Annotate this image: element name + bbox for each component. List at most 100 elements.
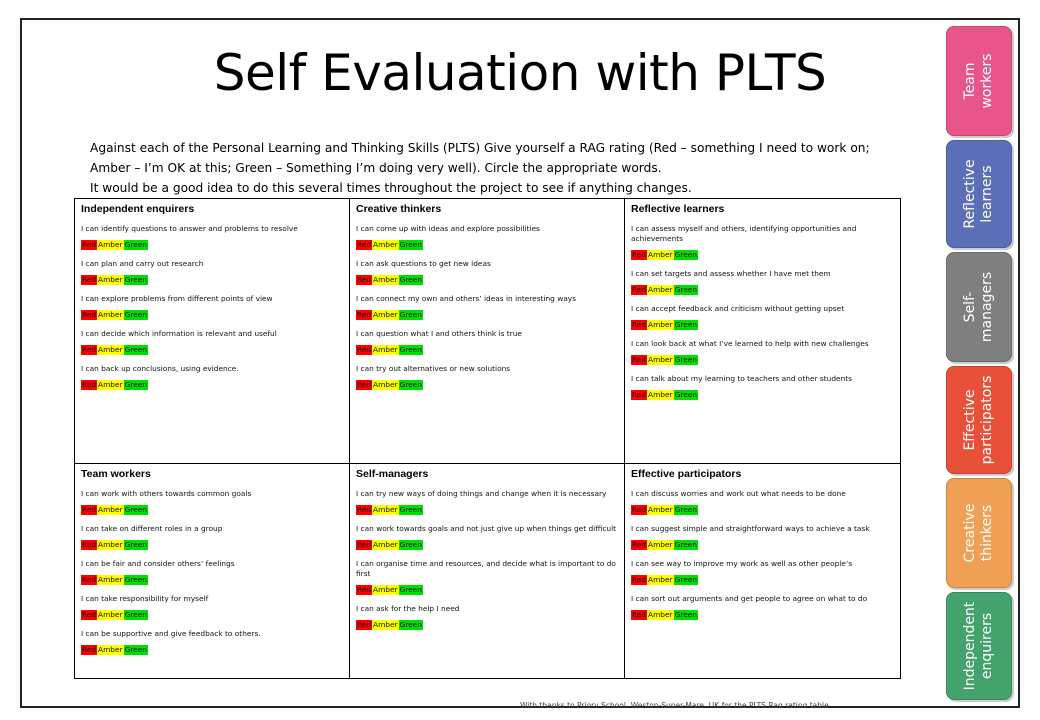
rag-amber-option[interactable]: Amber bbox=[372, 275, 399, 285]
rag-amber-option[interactable]: Amber bbox=[97, 240, 124, 250]
rag-green-option[interactable]: Green bbox=[673, 285, 698, 295]
rag-amber-option[interactable]: Amber bbox=[647, 320, 674, 330]
rag-amber-option[interactable]: Amber bbox=[372, 505, 399, 515]
rag-amber-option[interactable]: Amber bbox=[372, 345, 399, 355]
rag-green-option[interactable]: Green bbox=[123, 540, 148, 550]
rag-rating-group: Red Amber Green bbox=[81, 604, 343, 622]
rag-amber-option[interactable]: Amber bbox=[647, 250, 674, 260]
rag-amber-option[interactable]: Amber bbox=[372, 585, 399, 595]
rag-green-option[interactable]: Green bbox=[398, 380, 423, 390]
rag-green-option[interactable]: Green bbox=[398, 620, 423, 630]
rag-amber-option[interactable]: Amber bbox=[97, 275, 124, 285]
rag-red-option[interactable]: Red bbox=[81, 540, 98, 550]
rag-amber-option[interactable]: Amber bbox=[647, 540, 674, 550]
rag-amber-option[interactable]: Amber bbox=[647, 390, 674, 400]
rag-amber-option[interactable]: Amber bbox=[372, 310, 399, 320]
rag-green-option[interactable]: Green bbox=[123, 345, 148, 355]
rag-amber-option[interactable]: Amber bbox=[372, 620, 399, 630]
list-item: I can take on different roles in a group… bbox=[81, 524, 343, 552]
rag-amber-option[interactable]: Amber bbox=[647, 285, 674, 295]
tab-effective-participators[interactable]: Effective participators bbox=[946, 366, 1012, 474]
rag-rating-group: Red Amber Green bbox=[356, 579, 618, 597]
rag-red-option[interactable]: Red bbox=[81, 645, 98, 655]
rag-green-option[interactable]: Green bbox=[123, 645, 148, 655]
statement-text: I can take responsibility for myself bbox=[81, 594, 209, 603]
cell-reflective-learners: Reflective learners I can assess myself … bbox=[624, 198, 901, 464]
rag-red-option[interactable]: Red bbox=[631, 540, 648, 550]
rag-red-option[interactable]: Red bbox=[356, 310, 373, 320]
rag-green-option[interactable]: Green bbox=[398, 540, 423, 550]
rag-green-option[interactable]: Green bbox=[398, 505, 423, 515]
rag-red-option[interactable]: Red bbox=[631, 250, 648, 260]
rag-amber-option[interactable]: Amber bbox=[372, 240, 399, 250]
rag-red-option[interactable]: Red bbox=[81, 610, 98, 620]
rag-amber-option[interactable]: Amber bbox=[97, 575, 124, 585]
rag-red-option[interactable]: Red bbox=[81, 275, 98, 285]
instructions: Against each of the Personal Learning an… bbox=[90, 138, 890, 198]
rag-green-option[interactable]: Green bbox=[123, 575, 148, 585]
rag-green-option[interactable]: Green bbox=[673, 320, 698, 330]
rag-green-option[interactable]: Green bbox=[123, 380, 148, 390]
statement-text: I can identify questions to answer and p… bbox=[81, 224, 298, 233]
rag-green-option[interactable]: Green bbox=[398, 345, 423, 355]
rag-red-option[interactable]: Red bbox=[81, 380, 98, 390]
rag-red-option[interactable]: Red bbox=[356, 380, 373, 390]
rag-red-option[interactable]: Red bbox=[356, 585, 373, 595]
rag-green-option[interactable]: Green bbox=[398, 275, 423, 285]
rag-red-option[interactable]: Red bbox=[81, 575, 98, 585]
rag-amber-option[interactable]: Amber bbox=[647, 610, 674, 620]
rag-red-option[interactable]: Red bbox=[631, 610, 648, 620]
rag-amber-option[interactable]: Amber bbox=[97, 645, 124, 655]
rag-amber-option[interactable]: Amber bbox=[97, 610, 124, 620]
rag-green-option[interactable]: Green bbox=[398, 310, 423, 320]
rag-amber-option[interactable]: Amber bbox=[647, 575, 674, 585]
rag-red-option[interactable]: Red bbox=[81, 240, 98, 250]
rag-green-option[interactable]: Green bbox=[673, 540, 698, 550]
rag-green-option[interactable]: Green bbox=[398, 585, 423, 595]
rag-red-option[interactable]: Red bbox=[356, 345, 373, 355]
rag-green-option[interactable]: Green bbox=[673, 355, 698, 365]
rag-red-option[interactable]: Red bbox=[356, 620, 373, 630]
rag-red-option[interactable]: Red bbox=[631, 505, 648, 515]
rag-amber-option[interactable]: Amber bbox=[647, 505, 674, 515]
rag-amber-option[interactable]: Amber bbox=[372, 540, 399, 550]
rag-red-option[interactable]: Red bbox=[356, 505, 373, 515]
rag-red-option[interactable]: Red bbox=[631, 355, 648, 365]
tab-creative-thinkers[interactable]: Creative thinkers bbox=[946, 478, 1012, 588]
tab-reflective-learners[interactable]: Reflective learners bbox=[946, 140, 1012, 248]
rag-red-option[interactable]: Red bbox=[356, 240, 373, 250]
rag-green-option[interactable]: Green bbox=[673, 390, 698, 400]
rag-amber-option[interactable]: Amber bbox=[97, 310, 124, 320]
rag-amber-option[interactable]: Amber bbox=[97, 505, 124, 515]
rag-rating-group: Red Amber Green bbox=[631, 604, 894, 622]
rag-red-option[interactable]: Red bbox=[356, 275, 373, 285]
rag-red-option[interactable]: Red bbox=[81, 310, 98, 320]
rag-red-option[interactable]: Red bbox=[81, 505, 98, 515]
tab-independent-enquirers[interactable]: Independent enquirers bbox=[946, 592, 1012, 700]
rag-amber-option[interactable]: Amber bbox=[647, 355, 674, 365]
rag-amber-option[interactable]: Amber bbox=[97, 380, 124, 390]
rag-red-option[interactable]: Red bbox=[631, 575, 648, 585]
rag-green-option[interactable]: Green bbox=[673, 505, 698, 515]
rag-red-option[interactable]: Red bbox=[81, 345, 98, 355]
rag-rating-group: Red Amber Green bbox=[631, 314, 894, 332]
rag-red-option[interactable]: Red bbox=[356, 540, 373, 550]
rag-red-option[interactable]: Red bbox=[631, 285, 648, 295]
rag-amber-option[interactable]: Amber bbox=[372, 380, 399, 390]
rag-amber-option[interactable]: Amber bbox=[97, 345, 124, 355]
rag-green-option[interactable]: Green bbox=[123, 275, 148, 285]
list-item: I can connect my own and others’ ideas i… bbox=[356, 294, 618, 322]
rag-green-option[interactable]: Green bbox=[673, 610, 698, 620]
rag-green-option[interactable]: Green bbox=[673, 575, 698, 585]
rag-green-option[interactable]: Green bbox=[123, 505, 148, 515]
tab-self-managers[interactable]: Self- managers bbox=[946, 252, 1012, 362]
rag-green-option[interactable]: Green bbox=[673, 250, 698, 260]
rag-red-option[interactable]: Red bbox=[631, 320, 648, 330]
rag-green-option[interactable]: Green bbox=[398, 240, 423, 250]
rag-red-option[interactable]: Red bbox=[631, 390, 648, 400]
rag-green-option[interactable]: Green bbox=[123, 610, 148, 620]
rag-green-option[interactable]: Green bbox=[123, 310, 148, 320]
tab-team-workers[interactable]: Team workers bbox=[946, 26, 1012, 136]
rag-amber-option[interactable]: Amber bbox=[97, 540, 124, 550]
rag-green-option[interactable]: Green bbox=[123, 240, 148, 250]
